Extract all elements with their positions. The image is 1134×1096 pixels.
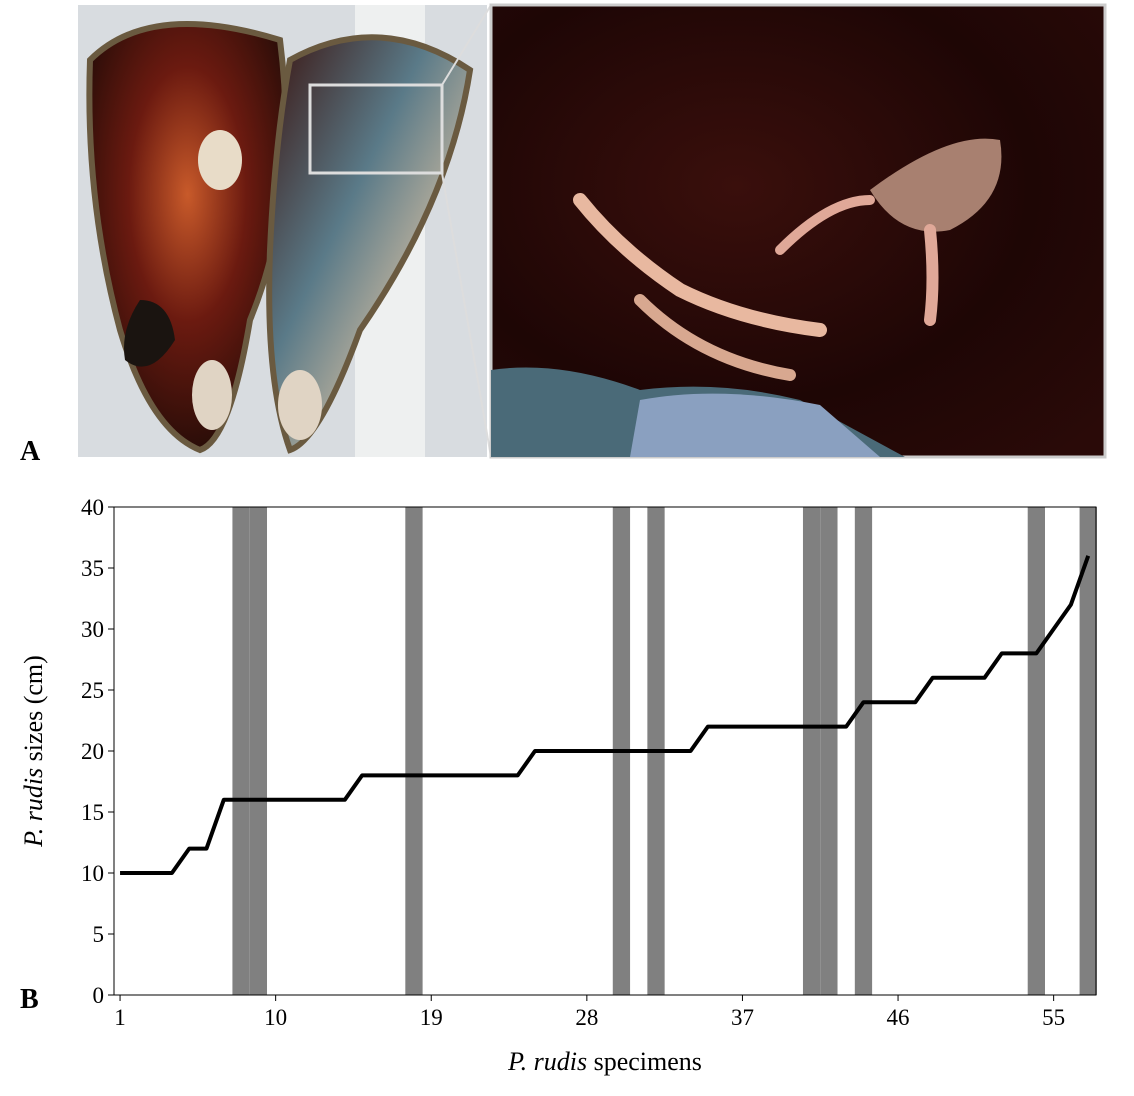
y-tick-label: 15	[81, 800, 104, 825]
highlight-bar	[855, 507, 872, 995]
highlight-bar	[232, 507, 249, 995]
plot: 0 5 10 15 20 25 30 35 40 1 10 19 28 37 46 55 P. rudis sp…	[19, 495, 1097, 1076]
panel-label: A	[20, 436, 41, 467]
highlight-bar	[405, 507, 422, 995]
highlight-bar	[250, 507, 267, 995]
highlight-bar	[1028, 507, 1045, 995]
figure: A B 0 5 10 15 20 25 30 35 40 1 10 19 28 37 46 55 P. rudi…	[0, 0, 1134, 1091]
y-tick-label: 20	[81, 739, 104, 764]
highlight-bar	[1080, 507, 1097, 995]
photo-right	[491, 5, 1105, 457]
ylabel-part: P. rudis	[19, 768, 48, 848]
x-tick-label: 37	[731, 1005, 754, 1030]
xlabel-part: specimens	[587, 1047, 702, 1076]
ylabel-part: sizes (cm)	[19, 655, 48, 768]
x-tick-label: 46	[887, 1005, 910, 1030]
x-tick-label: 55	[1042, 1005, 1065, 1030]
panel-label: B	[20, 984, 39, 1015]
y-tick-label: 5	[93, 922, 105, 947]
ylabel-axis-title: P. rudis sizes (cm)	[19, 655, 48, 848]
x-tick-label: 19	[420, 1005, 443, 1030]
y-tick-label: 0	[93, 983, 105, 1008]
x-tick-label: 1	[114, 1005, 126, 1030]
y-tick-label: 30	[81, 617, 104, 642]
xlabel-part: P. rudis	[507, 1047, 587, 1076]
highlight-bar	[803, 507, 820, 995]
photo-left	[78, 5, 491, 457]
y-tick-label: 10	[81, 861, 104, 886]
x-tick-label: 10	[264, 1005, 287, 1030]
highlight-bar	[820, 507, 837, 995]
x-tick-label: 28	[575, 1005, 598, 1030]
y-tick-label: 25	[81, 678, 104, 703]
y-tick-label: 40	[81, 495, 104, 520]
xlabel-axis-title: P. rudis specimens	[507, 1047, 702, 1076]
y-tick-label: 35	[81, 556, 104, 581]
